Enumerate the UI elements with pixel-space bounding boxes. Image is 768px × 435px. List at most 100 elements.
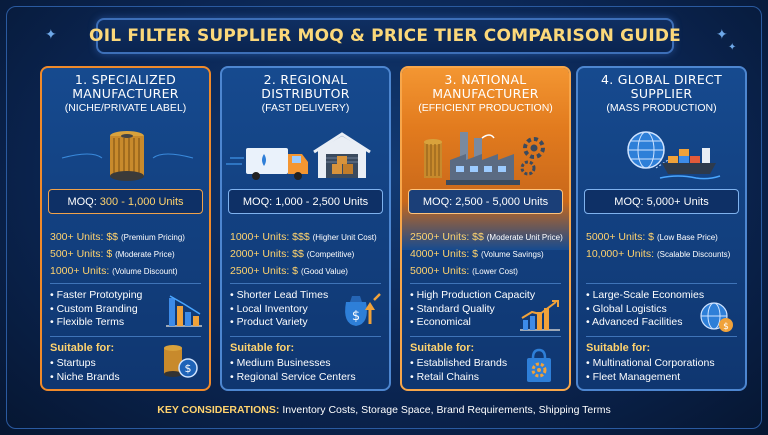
- card-subtitle: (FAST DELIVERY): [261, 102, 350, 114]
- card-header: 2. REGIONAL DISTRIBUTOR (FAST DELIVERY): [222, 68, 389, 128]
- moq-label: MOQ:: [614, 195, 644, 208]
- bar-chart-icon: [166, 295, 202, 327]
- moq-value: 2,500 - 5,000 Units: [455, 195, 549, 208]
- globe-ship-icon: [627, 131, 721, 180]
- card-title-line: SUPPLIER: [630, 86, 693, 101]
- divider: [50, 283, 201, 284]
- feature-item: Shorter Lead Times: [230, 289, 329, 303]
- moq-label: MOQ:: [67, 195, 97, 208]
- suitable-list: Startups Niche Brands: [50, 357, 120, 384]
- card-subtitle: (EFFICIENT PRODUCTION): [418, 102, 553, 114]
- price-tier: 2500+ Units: $ (Good Value): [230, 265, 348, 277]
- supplier-card-global: 4. GLOBAL DIRECT SUPPLIER (MASS PRODUCTI…: [576, 66, 747, 391]
- svg-text:$: $: [185, 362, 192, 375]
- card-title-line: MANUFACTURER: [72, 86, 179, 101]
- feature-item: Flexible Terms: [50, 316, 142, 330]
- price-tier: 2000+ Units: $$ (Competitive): [230, 248, 355, 260]
- feature-item: Faster Prototyping: [50, 289, 143, 303]
- divider: [586, 336, 737, 337]
- card-header: 1. SPECIALIZED MANUFACTURER (NICHE/PRIVA…: [42, 68, 209, 128]
- price-tier: 4000+ Units: $ (Volume Savings): [410, 248, 544, 260]
- title-banner: OIL FILTER SUPPLIER MOQ & PRICE TIER COM…: [89, 18, 681, 54]
- price-tier: 10,000+ Units: (Scalable Discounts): [586, 248, 731, 260]
- moq-value: 5,000+ Units: [646, 195, 709, 208]
- suitable-item: Regional Service Centers: [230, 371, 356, 385]
- suitable-item: Multinational Corporations: [586, 357, 715, 371]
- feature-item: High Production Capacity: [410, 289, 535, 303]
- suitable-item: Startups: [50, 357, 120, 371]
- footer-text: Inventory Costs, Storage Space, Brand Re…: [282, 404, 611, 416]
- feature-item: Advanced Facilities: [586, 316, 704, 330]
- card-title-line: 3. NATIONAL: [444, 72, 527, 87]
- supplier-card-national: 3. NATIONAL MANUFACTURER (EFFICIENT PROD…: [400, 66, 571, 391]
- price-tiers: 1000+ Units: $$$ (Higher Unit Cost) 2000…: [230, 229, 385, 280]
- delivery-truck-warehouse-icon: [226, 132, 371, 180]
- moq-value: 300 - 1,000 Units: [99, 195, 184, 208]
- page-frame: [6, 6, 762, 429]
- moq-box: MOQ: 5,000+ Units: [584, 189, 739, 214]
- feature-item: Large-Scale Economies: [586, 289, 704, 303]
- moq-box: MOQ: 2,500 - 5,000 Units: [408, 189, 563, 214]
- card-illustration: [222, 128, 389, 250]
- suitable-title: Suitable for:: [50, 342, 115, 354]
- card-illustration: [42, 128, 209, 250]
- suitable-item: Medium Businesses: [230, 357, 356, 371]
- page-title: OIL FILTER SUPPLIER MOQ & PRICE TIER COM…: [89, 26, 681, 46]
- suitable-list: Established Brands Retail Chains: [410, 357, 507, 384]
- filter-coin-icon: $: [164, 345, 198, 378]
- card-title-line: 1. SPECIALIZED: [74, 72, 177, 87]
- price-tier: 300+ Units: $$ (Premium Pricing): [50, 231, 185, 243]
- divider: [410, 283, 561, 284]
- suitable-item: Niche Brands: [50, 371, 120, 385]
- feature-list: Large-Scale Economies Global Logistics A…: [586, 289, 704, 330]
- card-header: 4. GLOBAL DIRECT SUPPLIER (MASS PRODUCTI…: [578, 68, 745, 128]
- price-tier: 5000+ Units: $ (Low Base Price): [586, 231, 718, 243]
- price-tier: 2500+ Units: $$ (Moderate Unit Price): [410, 231, 563, 243]
- price-tier: 500+ Units: $ (Moderate Price): [50, 248, 175, 260]
- divider: [410, 336, 561, 337]
- footer-label: KEY CONSIDERATIONS:: [157, 404, 280, 416]
- globe-coin-icon: $: [700, 302, 733, 332]
- growth-chart-icon: [520, 300, 560, 331]
- money-bag-icon: $: [345, 293, 381, 326]
- feature-list: Faster Prototyping Custom Branding Flexi…: [50, 289, 143, 330]
- oil-filter-icon: [61, 131, 194, 181]
- feature-item: Global Logistics: [586, 303, 704, 317]
- feature-item: Economical: [410, 316, 535, 330]
- price-tiers: 300+ Units: $$ (Premium Pricing) 500+ Un…: [50, 229, 205, 280]
- card-title-line: DISTRIBUTOR: [261, 86, 350, 101]
- feature-item: Product Variety: [230, 316, 328, 330]
- suitable-item: Retail Chains: [410, 371, 507, 385]
- card-title-line: 4. GLOBAL DIRECT: [600, 72, 723, 87]
- svg-text:$: $: [723, 322, 729, 332]
- key-considerations: KEY CONSIDERATIONS: Inventory Costs, Sto…: [12, 399, 756, 421]
- moq-value: 1,000 - 2,500 Units: [275, 195, 369, 208]
- suitable-list: Medium Businesses Regional Service Cente…: [230, 357, 356, 384]
- card-title-line: 2. REGIONAL: [263, 72, 348, 87]
- suitable-list: Multinational Corporations Fleet Managem…: [586, 357, 715, 384]
- divider: [230, 283, 381, 284]
- card-illustration: [578, 128, 745, 250]
- moq-box: MOQ: 1,000 - 2,500 Units: [228, 189, 383, 214]
- price-tier: 1000+ Units: (Volume Discount): [50, 265, 178, 277]
- feature-item: Standard Quality: [410, 303, 535, 317]
- card-subtitle: (NICHE/PRIVATE LABEL): [64, 102, 187, 114]
- divider: [586, 283, 737, 284]
- moq-box: MOQ: 300 - 1,000 Units: [48, 189, 203, 214]
- feature-item: Custom Branding: [50, 303, 142, 317]
- price-tiers: 5000+ Units: $ (Low Base Price) 10,000+ …: [586, 229, 741, 263]
- moq-label: MOQ:: [422, 195, 453, 208]
- svg-text:$: $: [352, 309, 360, 324]
- suitable-title: Suitable for:: [586, 342, 651, 354]
- feature-item: Local Inventory: [230, 303, 328, 317]
- price-tiers: 2500+ Units: $$ (Moderate Unit Price) 40…: [410, 229, 565, 280]
- card-subtitle: (MASS PRODUCTION): [606, 102, 717, 114]
- suitable-title: Suitable for:: [230, 342, 295, 354]
- price-tier: 1000+ Units: $$$ (Higher Unit Cost): [230, 231, 377, 243]
- sparkle-icon: ✦: [45, 26, 57, 42]
- divider: [230, 336, 381, 337]
- sparkle-icon: ✦: [716, 26, 728, 42]
- suitable-title: Suitable for:: [410, 342, 475, 354]
- suitable-item: Fleet Management: [586, 371, 715, 385]
- shopping-bag-gear-icon: [527, 348, 551, 382]
